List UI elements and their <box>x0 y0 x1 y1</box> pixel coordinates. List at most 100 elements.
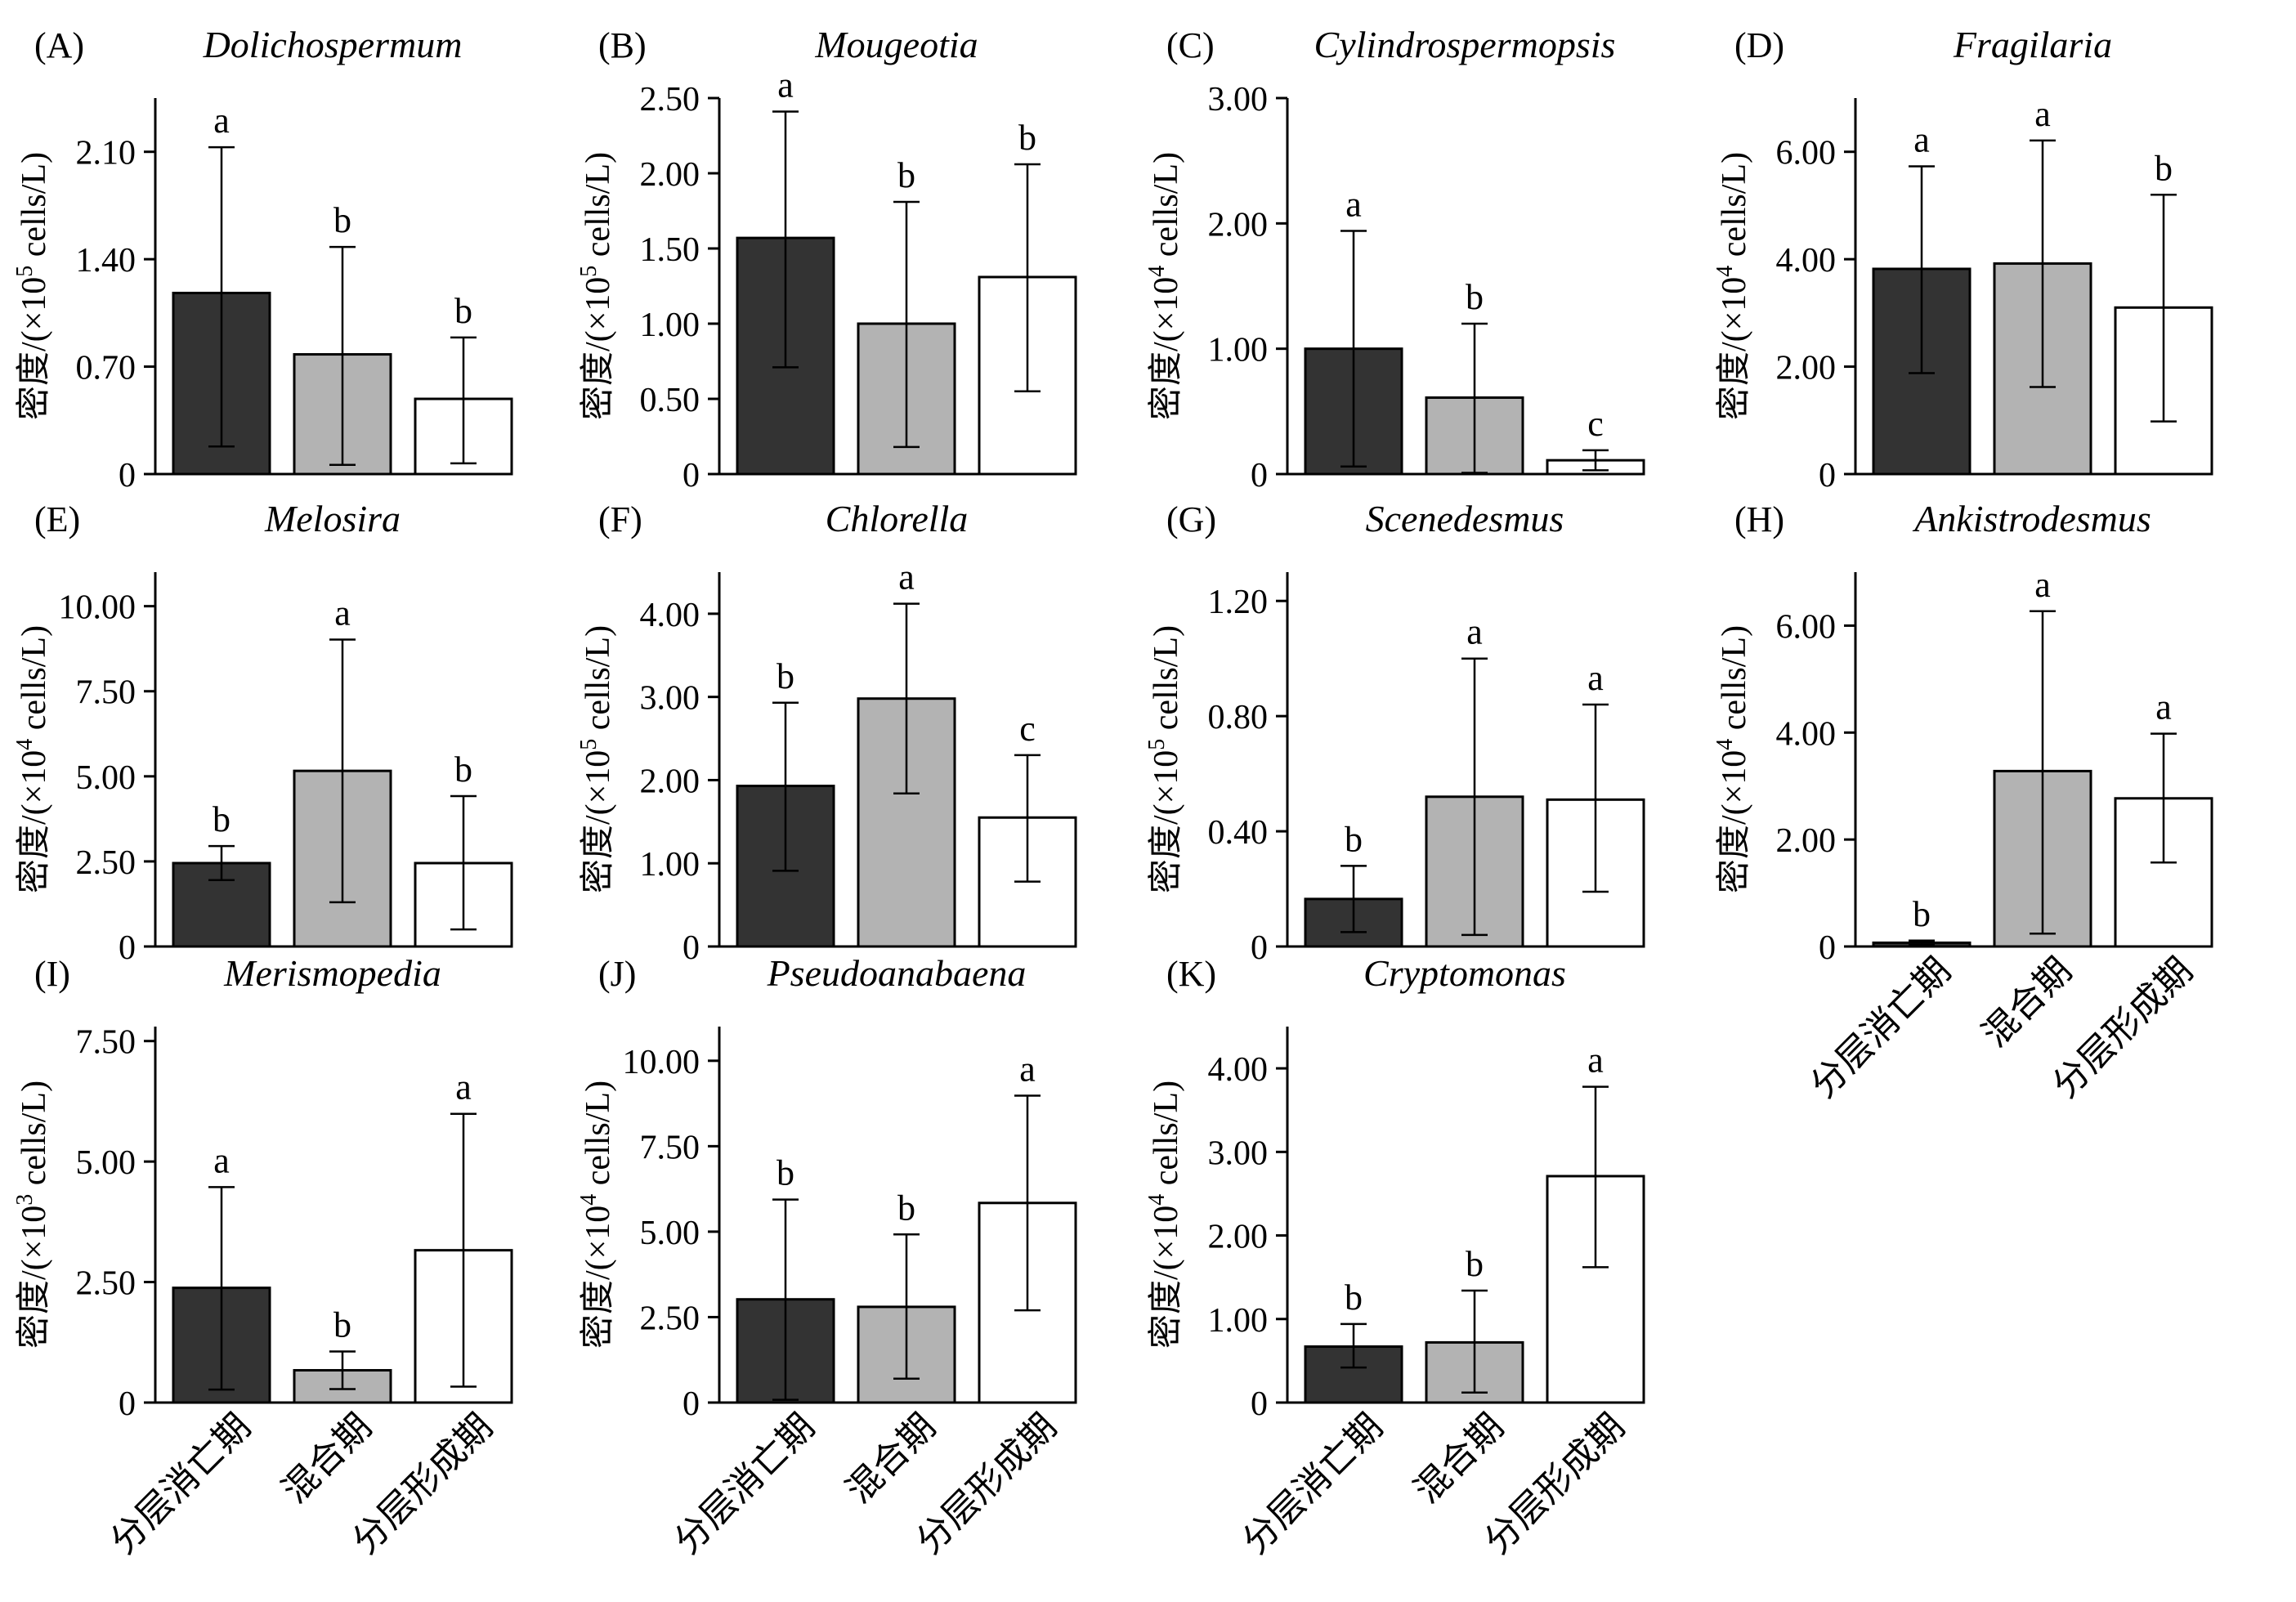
y-tick-label: 1.50 <box>640 231 700 269</box>
significance-letter: b <box>213 799 230 839</box>
y-tick-label: 1.00 <box>1208 1302 1269 1340</box>
y-label-suffix: cells/L) <box>16 625 53 739</box>
y-axis-label: 密度/(×105 cells/L) <box>12 152 53 420</box>
y-tick-label: 7.50 <box>76 674 137 712</box>
y-label-exponent: 3 <box>12 1194 38 1206</box>
y-tick-label: 2.10 <box>76 135 137 172</box>
y-tick-label: 1.00 <box>1208 332 1269 369</box>
y-tick-label: 0.50 <box>640 382 700 419</box>
significance-letter: a <box>1587 658 1604 698</box>
panel-label: (C) <box>1166 25 1215 65</box>
y-axis-label: 密度/(×104 cells/L) <box>1712 152 1753 420</box>
panel-K: (K) Cryptomonas 0 1.00 2.00 3.00 4.00 密度/(×104 … <box>1144 952 1645 1562</box>
y-label-suffix: cells/L) <box>580 152 617 266</box>
y-tick-label: 6.00 <box>1776 608 1837 646</box>
panel-title: Mougeotia <box>814 24 978 65</box>
y-tick-label: 0 <box>683 929 700 967</box>
category-label: 混合期 <box>1407 1406 1511 1510</box>
panel-A: (A) Dolichospermum 0 0.70 1.40 2.10 密度/(×105 c… <box>12 24 513 494</box>
y-axis-label: 密度/(×104 cells/L) <box>12 625 53 893</box>
y-label-suffix: cells/L) <box>580 1081 617 1194</box>
panel-label: (D) <box>1734 25 1784 65</box>
panel-label: (E) <box>34 499 80 539</box>
category-label: 混合期 <box>839 1406 943 1510</box>
y-label-exponent: 4 <box>1712 266 1738 277</box>
significance-letter: b <box>454 750 472 790</box>
panel-label: (A) <box>34 25 84 65</box>
y-tick-label: 5.00 <box>640 1215 700 1252</box>
significance-letter: a <box>213 101 230 141</box>
significance-letter: a <box>1913 119 1930 159</box>
y-tick-label: 4.00 <box>1776 242 1837 280</box>
y-label-prefix: 密度/(×10 <box>1147 1206 1185 1349</box>
panel-label: (K) <box>1166 954 1216 994</box>
significance-letter: b <box>777 656 794 696</box>
y-tick-label: 2.50 <box>640 1300 700 1337</box>
significance-letter: b <box>333 200 351 240</box>
y-label-prefix: 密度/(×10 <box>15 1206 53 1349</box>
significance-letter: a <box>898 557 915 597</box>
y-axis-label: 密度/(×105 cells/L) <box>1144 625 1185 893</box>
y-tick-label: 2.50 <box>76 844 137 882</box>
significance-letter: a <box>1019 1049 1036 1089</box>
category-label: 分层消亡期 <box>103 1406 258 1561</box>
y-tick-label: 2.00 <box>640 156 700 194</box>
significance-letter: a <box>2155 687 2172 727</box>
y-tick-label: 3.00 <box>1208 81 1269 119</box>
y-tick-label: 4.00 <box>640 597 700 634</box>
y-label-suffix: cells/L) <box>580 625 617 739</box>
panel-label: (H) <box>1734 499 1784 539</box>
y-tick-label: 5.00 <box>76 759 137 797</box>
panel-D: (D) Fragilaria 0 2.00 4.00 6.00 密度/(×104 cells… <box>1712 24 2213 494</box>
y-tick-label: 0 <box>119 929 136 967</box>
y-tick-label: 2.50 <box>640 81 700 119</box>
y-tick-label: 1.00 <box>640 307 700 344</box>
significance-letter: c <box>1019 709 1036 749</box>
significance-letter: a <box>1345 185 1362 225</box>
significance-letter: b <box>1913 894 1931 934</box>
y-tick-label: 0.80 <box>1208 699 1269 736</box>
significance-letter: a <box>2034 565 2051 605</box>
y-label-exponent: 5 <box>12 266 38 277</box>
y-label-prefix: 密度/(×10 <box>15 750 53 893</box>
y-axis-label: 密度/(×104 cells/L) <box>1144 152 1185 420</box>
panel-title: Merismopedia <box>223 952 441 994</box>
y-tick-label: 0 <box>1251 929 1268 967</box>
panel-label: (F) <box>598 499 642 539</box>
significance-letter: a <box>1466 612 1483 652</box>
panel-title: Cryptomonas <box>1363 952 1566 994</box>
y-label-suffix: cells/L) <box>16 1081 53 1194</box>
y-tick-label: 0 <box>683 457 700 494</box>
y-label-prefix: 密度/(×10 <box>1147 750 1185 893</box>
panel-H: (H) Ankistrodesmus 0 2.00 4.00 6.00 密度/(×104 c… <box>1712 498 2213 1106</box>
y-label-suffix: cells/L) <box>16 152 53 266</box>
y-tick-label: 2.00 <box>1208 1219 1269 1256</box>
y-tick-label: 2.50 <box>76 1265 137 1303</box>
category-label: 混合期 <box>275 1406 379 1510</box>
significance-letter: b <box>1466 277 1484 317</box>
significance-letter: a <box>334 593 351 633</box>
y-label-prefix: 密度/(×10 <box>1715 277 1753 420</box>
y-axis-label: 密度/(×104 cells/L) <box>576 1081 617 1349</box>
panel-label: (G) <box>1166 499 1216 539</box>
panel-title: Pseudoanabaena <box>767 952 1027 994</box>
significance-letter: b <box>1466 1244 1484 1284</box>
significance-letter: b <box>777 1153 794 1193</box>
y-tick-label: 1.20 <box>1208 584 1269 621</box>
y-tick-label: 0 <box>1251 457 1268 494</box>
y-label-suffix: cells/L) <box>1148 152 1185 266</box>
y-tick-label: 0 <box>1819 457 1836 494</box>
y-tick-label: 10.00 <box>623 1044 700 1081</box>
panel-I: (I) Merismopedia 0 2.50 5.00 7.50 密度/(×103 cel… <box>12 952 513 1562</box>
panel-C: (C) Cylindrospermopsis 0 1.00 2.00 3.00 密度/(×1… <box>1144 24 1645 494</box>
panel-F: (F) Chlorella 0 1.00 2.00 3.00 4.00 密度/(×105 ce… <box>576 498 1077 967</box>
y-tick-label: 0 <box>683 1385 700 1423</box>
y-tick-label: 2.00 <box>1776 350 1837 387</box>
y-tick-label: 0 <box>1251 1385 1268 1423</box>
y-label-prefix: 密度/(×10 <box>15 277 53 420</box>
significance-letter: b <box>333 1304 351 1345</box>
panel-title: Chlorella <box>826 498 969 539</box>
y-label-exponent: 4 <box>1712 739 1738 750</box>
